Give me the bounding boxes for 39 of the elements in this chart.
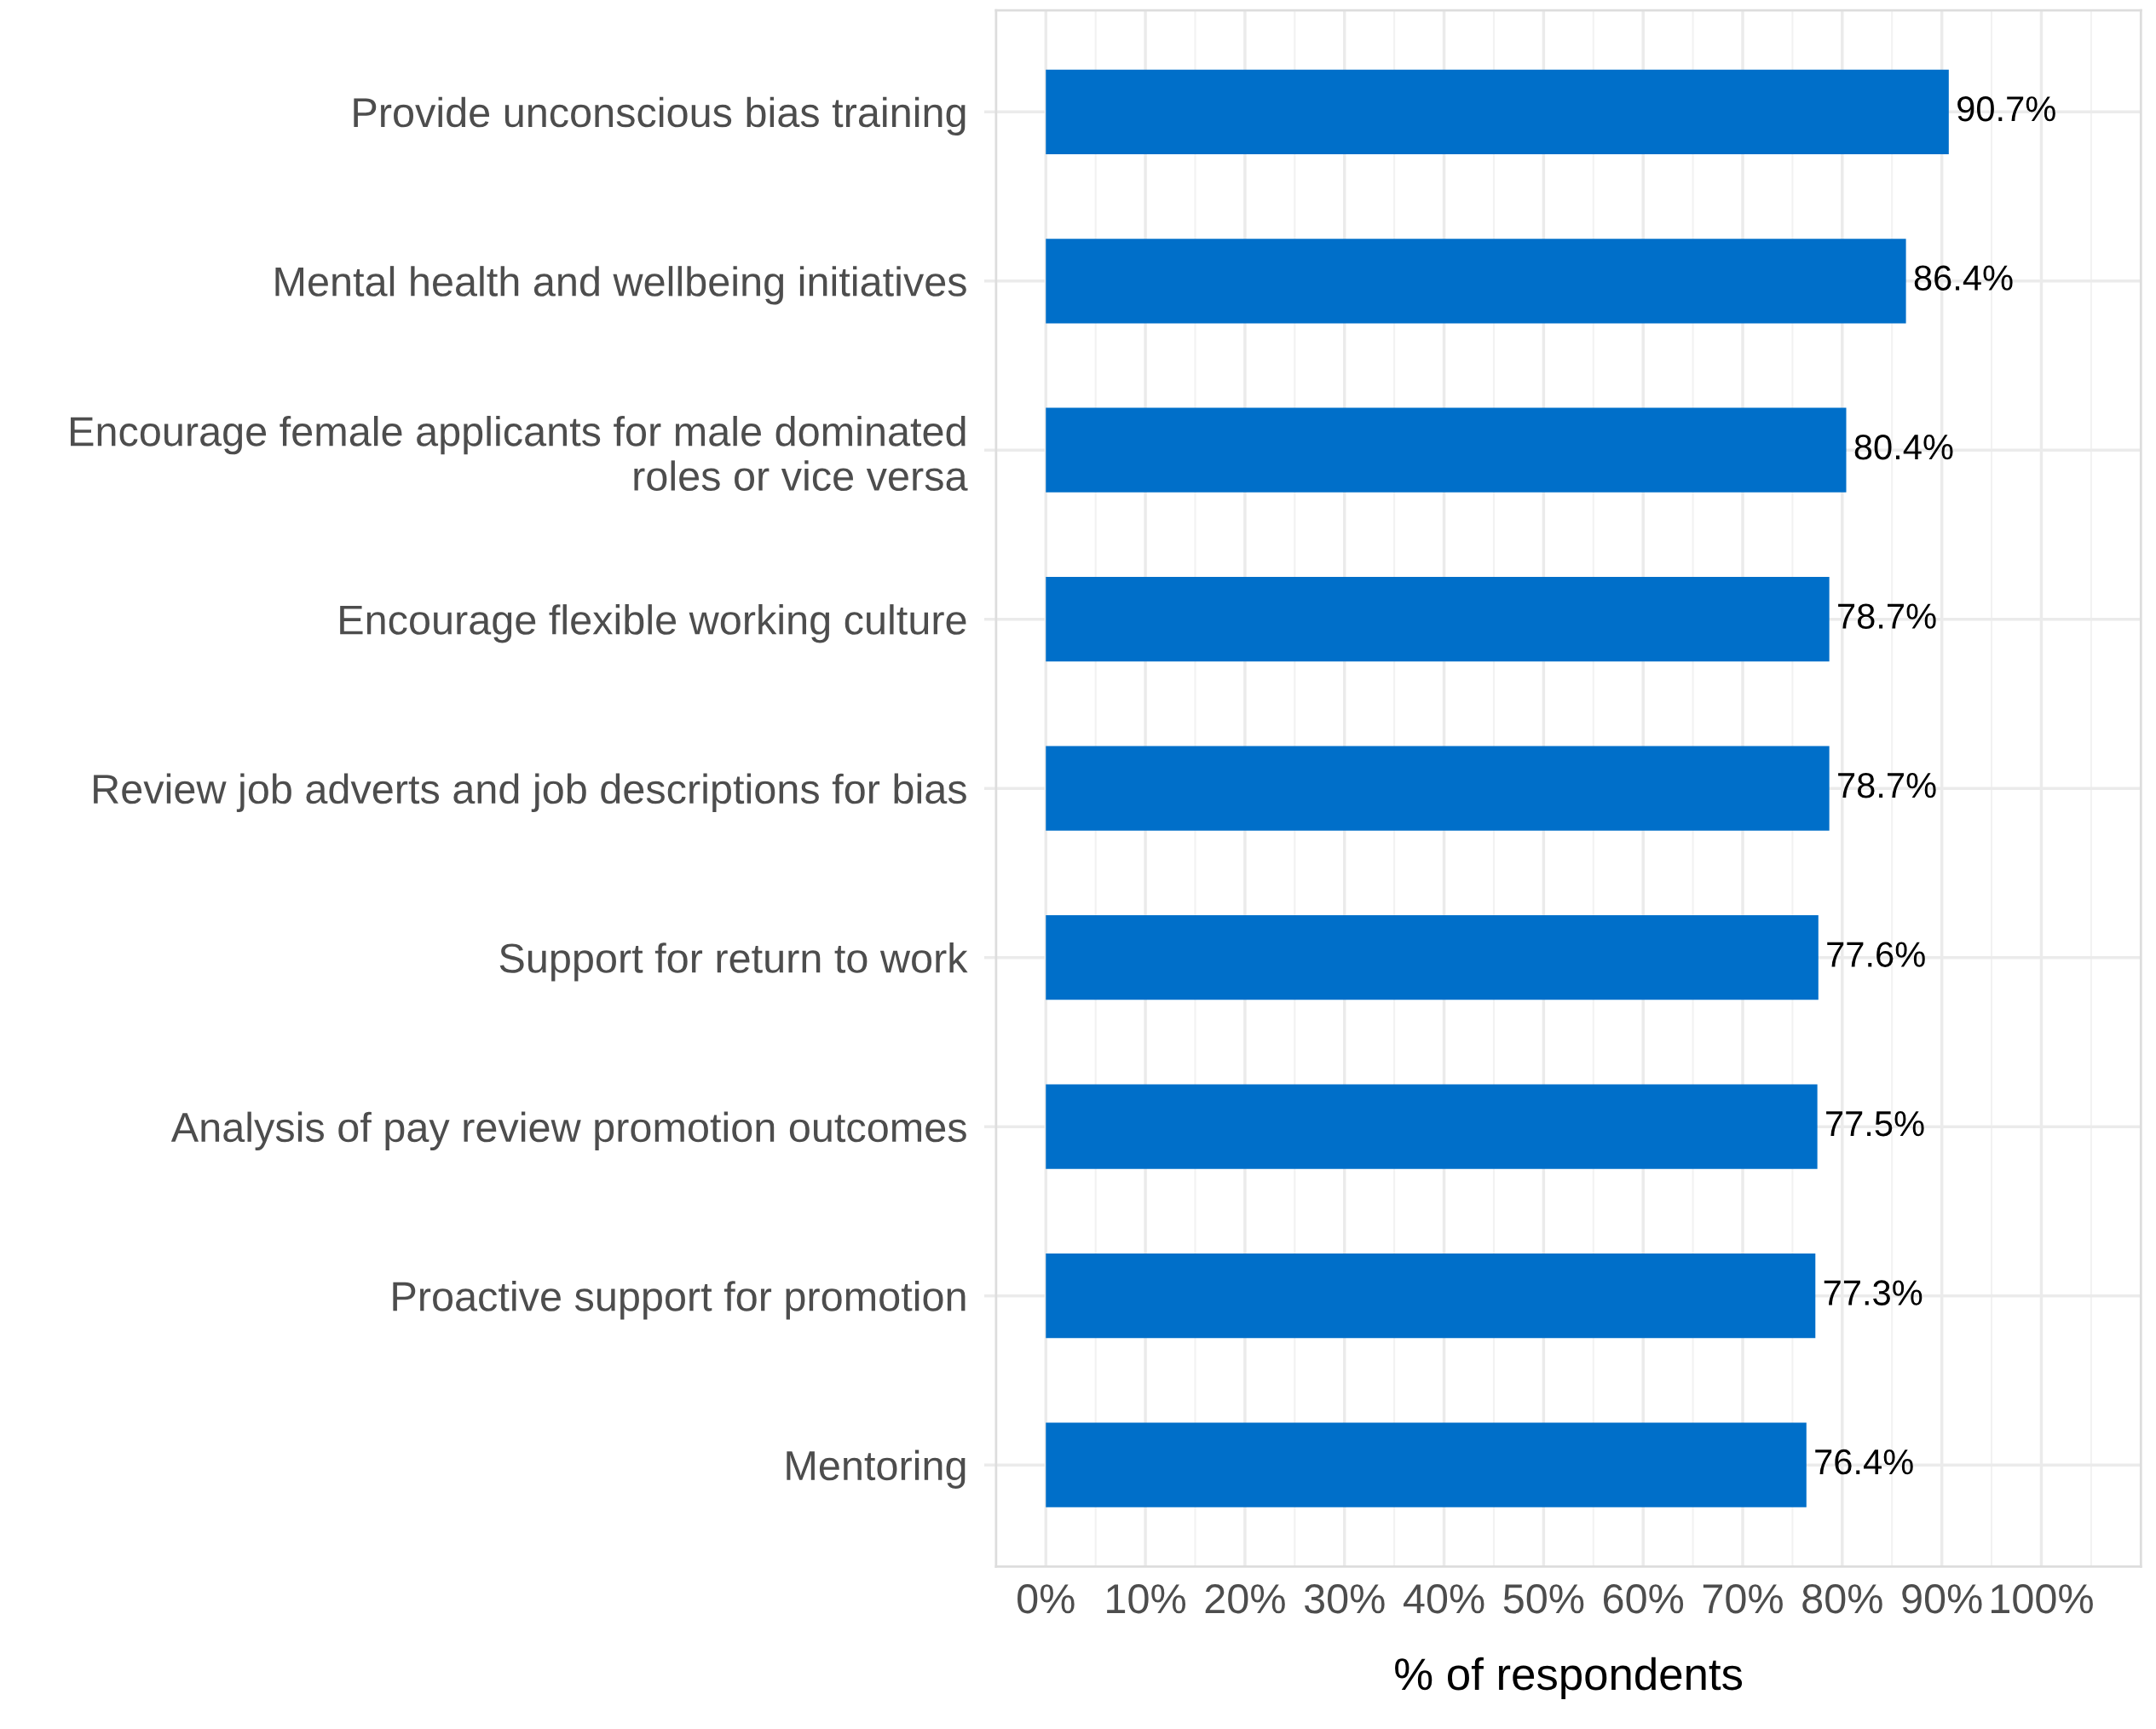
x-tick-label: 100% [1992, 1584, 2093, 1614]
bar [1046, 577, 1830, 662]
x-tick-label: 40% [1404, 1584, 1484, 1614]
bar [1046, 1422, 1807, 1507]
x-axis-title: % of respondents [1395, 1657, 1743, 1699]
data-label: 77.6% [1827, 942, 1925, 967]
data-label: 78.7% [1838, 772, 1936, 798]
y-tick-label: Encourage female applicants for male dominated roles or vice versa [71, 415, 968, 492]
bar [1046, 239, 1906, 324]
data-label: 77.5% [1826, 1111, 1924, 1137]
data-label: 80.4% [1854, 434, 1953, 460]
y-tick-label: Review job adverts and job descriptions for bias [94, 773, 966, 812]
x-tick-label: 90% [1902, 1584, 1982, 1614]
x-tick-label: 70% [1703, 1584, 1783, 1614]
y-tick-label: Proactive support for promotion [393, 1281, 966, 1320]
x-tick-label: 80% [1802, 1584, 1882, 1614]
bar [1046, 1084, 1818, 1169]
y-tick-label: Support for return to work [499, 942, 968, 982]
data-label: 76.4% [1815, 1449, 1913, 1475]
x-tick-label: 0% [1017, 1584, 1075, 1614]
x-tick-label: 10% [1107, 1584, 1186, 1614]
x-tick-label: 20% [1205, 1584, 1285, 1614]
data-label: 86.4% [1914, 265, 2013, 291]
y-tick-label: Mental health and wellbeing initiatives [275, 266, 966, 305]
data-label: 90.7% [1957, 95, 2055, 122]
x-tick-label: 50% [1503, 1584, 1584, 1614]
y-tick-label: Provide unconscious bias training [354, 96, 966, 135]
y-tick-label: Encourage flexible working culture [340, 604, 966, 643]
bar [1046, 915, 1819, 1000]
x-tick-label: 60% [1604, 1584, 1684, 1614]
bar [1046, 69, 1949, 154]
y-tick-label: Mentoring [787, 1449, 966, 1489]
y-tick-label: Analysis of pay review promotion outcomes [170, 1111, 966, 1150]
bar [1046, 1254, 1816, 1339]
x-tick-label: 30% [1304, 1584, 1385, 1614]
data-label: 78.7% [1838, 603, 1936, 629]
bar [1046, 407, 1847, 493]
bar [1046, 746, 1830, 831]
data-label: 77.3% [1824, 1280, 1923, 1305]
